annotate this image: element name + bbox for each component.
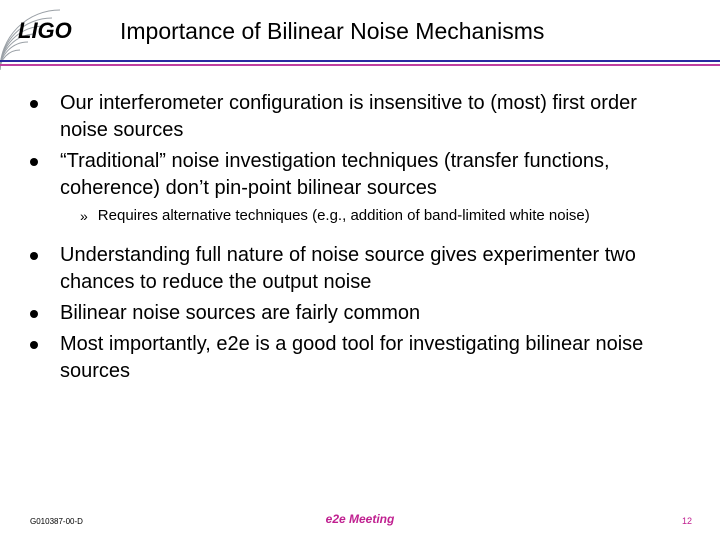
bullet-dot-icon	[30, 341, 38, 349]
logo: LIGO	[0, 0, 120, 60]
bullet-text: “Traditional” noise investigation techni…	[60, 148, 690, 202]
page-number: 12	[682, 516, 692, 526]
meeting-label: e2e Meeting	[0, 512, 720, 526]
sub-bullet-item: » Requires alternative techniques (e.g.,…	[80, 206, 690, 226]
bullet-text: Understanding full nature of noise sourc…	[60, 242, 690, 296]
slide-title: Importance of Bilinear Noise Mechanisms	[120, 18, 544, 45]
bullet-item: Bilinear noise sources are fairly common	[30, 300, 690, 327]
sub-bullet-text: Requires alternative techniques (e.g., a…	[98, 206, 590, 226]
divider-top	[0, 60, 720, 62]
bullet-text: Most importantly, e2e is a good tool for…	[60, 331, 690, 385]
divider-bottom	[0, 64, 720, 66]
bullet-item: “Traditional” noise investigation techni…	[30, 148, 690, 202]
bullet-dot-icon	[30, 158, 38, 166]
bullet-dot-icon	[30, 100, 38, 108]
slide-header: LIGO Importance of Bilinear Noise Mechan…	[0, 0, 720, 68]
bullet-text: Our interferometer configuration is inse…	[60, 90, 690, 144]
logo-text: LIGO	[18, 18, 72, 44]
bullet-item: Our interferometer configuration is inse…	[30, 90, 690, 144]
sub-bullet-mark-icon: »	[80, 208, 88, 224]
bullet-text: Bilinear noise sources are fairly common	[60, 300, 420, 327]
slide-content: Our interferometer configuration is inse…	[30, 90, 690, 389]
bullet-item: Understanding full nature of noise sourc…	[30, 242, 690, 296]
bullet-dot-icon	[30, 252, 38, 260]
bullet-dot-icon	[30, 310, 38, 318]
bullet-item: Most importantly, e2e is a good tool for…	[30, 331, 690, 385]
